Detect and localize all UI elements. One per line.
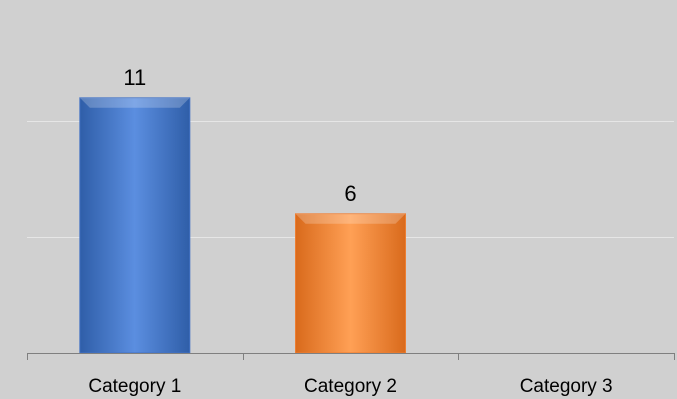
bar-2 [295,213,406,354]
x-axis [27,353,675,360]
data-label-1: 11 [123,65,146,90]
labels: 11 Category 1 6 Category 2 Category 3 [88,65,612,397]
bar-bevel [79,97,190,108]
bar-bevel [295,213,406,224]
x-tick-label-2: Category 2 [304,376,397,397]
x-tick-label-3: Category 3 [520,376,613,397]
x-tick-label-1: Category 1 [88,376,181,397]
data-label-2: 6 [344,181,356,206]
bar-1 [79,97,191,354]
bars [79,97,406,354]
